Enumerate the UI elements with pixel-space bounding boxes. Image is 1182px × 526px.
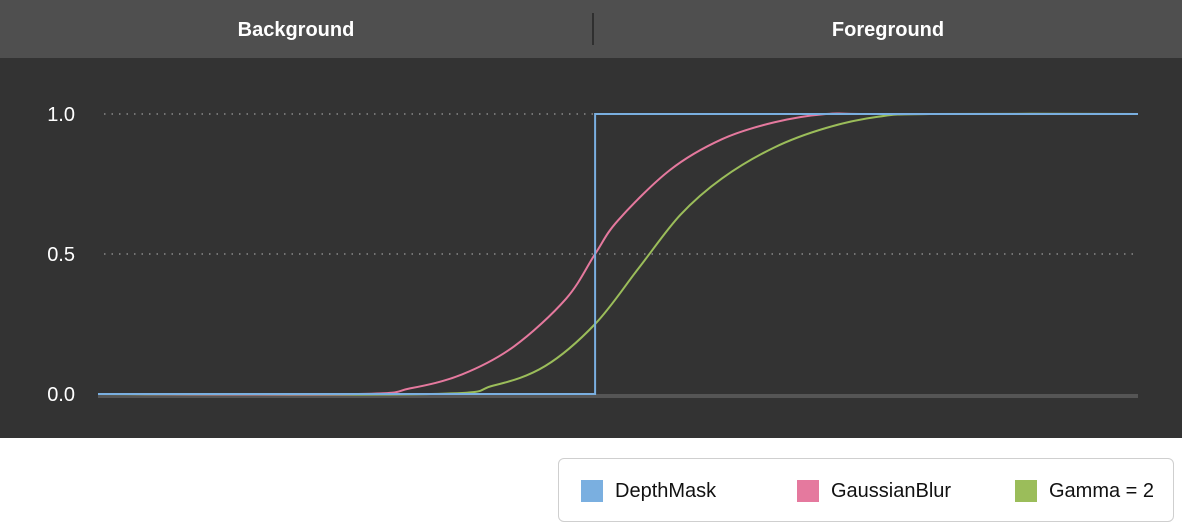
legend-label-depthmask: DepthMask	[615, 479, 717, 502]
y-tick-label-2: 1.0	[47, 104, 75, 126]
legend-item-gamma: Gamma = 2	[1015, 459, 1154, 523]
header-background-label: Background	[237, 19, 355, 41]
legend-swatch-depthmask	[581, 480, 603, 502]
header-divider	[592, 13, 594, 45]
legend-swatch-gaussianblur	[797, 480, 819, 502]
legend-swatch-gamma	[1015, 480, 1037, 502]
chart-header: Background Foreground	[0, 0, 1182, 58]
plot-area: 0.0 0.5 1.0	[0, 58, 1182, 438]
legend: DepthMask GaussianBlur Gamma = 2	[558, 458, 1174, 522]
legend-label-gaussianblur: GaussianBlur	[831, 479, 952, 502]
grid-layer	[98, 113, 1138, 398]
legend-item-depthmask: DepthMask	[581, 459, 716, 523]
legend-label-gamma: Gamma = 2	[1049, 479, 1155, 502]
y-tick-label-1: 0.5	[47, 244, 75, 266]
series-line-depthmask	[98, 113, 1138, 395]
header-foreground-label: Foreground	[831, 19, 945, 41]
legend-item-gaussianblur: GaussianBlur	[797, 459, 951, 523]
y-tick-label-0: 0.0	[47, 384, 75, 406]
y-tick-layer: 0.0 0.5 1.0	[47, 104, 75, 406]
line-chart: 0.0 0.5 1.0	[47, 104, 1139, 406]
series-layer	[97, 112, 1139, 396]
